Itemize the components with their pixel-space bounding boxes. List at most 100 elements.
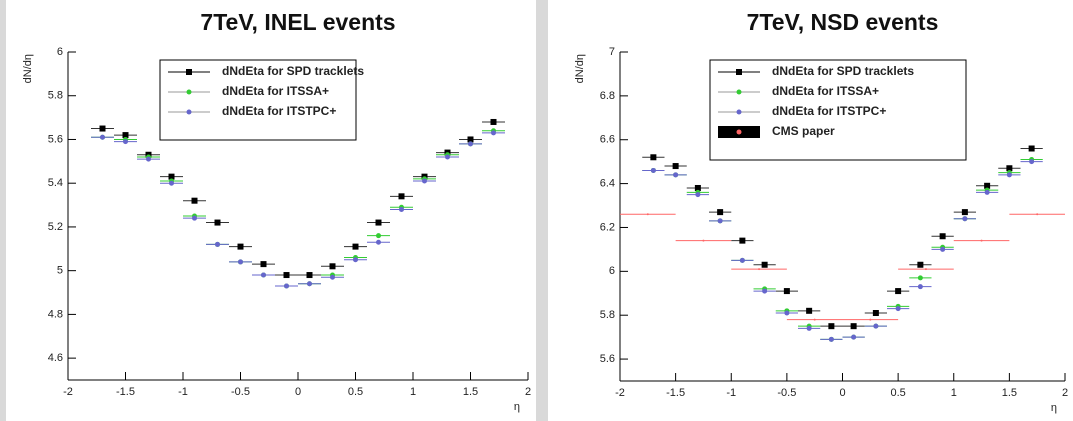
x-axis-label: η [514, 401, 520, 413]
point [283, 272, 290, 279]
point [330, 274, 335, 280]
point [375, 219, 382, 226]
point [961, 209, 968, 216]
x-axis-label: η [1051, 402, 1057, 414]
point [917, 284, 923, 290]
y-tick-label: 4.6 [48, 352, 63, 364]
point [123, 139, 128, 145]
point [850, 323, 857, 330]
legend-box [159, 59, 357, 141]
point [352, 243, 359, 250]
point [761, 261, 768, 268]
point [806, 307, 813, 314]
point [169, 180, 174, 186]
point [673, 172, 679, 178]
point [650, 154, 657, 161]
y-tick-label: 5 [57, 265, 63, 277]
point [1028, 145, 1035, 152]
y-tick-label: 5.6 [48, 133, 63, 145]
point [646, 213, 649, 216]
point [215, 241, 220, 247]
point [490, 118, 497, 125]
legend-marker [736, 89, 742, 95]
x-tick-label: 2 [1062, 387, 1068, 399]
x-tick-label: -0.5 [777, 387, 796, 399]
point [1029, 159, 1035, 165]
x-tick-label: -1.5 [666, 387, 685, 399]
legend-label: dNdEta for ITSTPC+ [772, 104, 886, 118]
point [122, 132, 129, 139]
legend-label: dNdEta for SPD tracklets [772, 64, 914, 78]
point [307, 281, 312, 287]
point [353, 257, 358, 263]
y-tick-label: 6 [609, 265, 615, 277]
chart-title: 7TeV, NSD events [747, 9, 939, 35]
point [762, 288, 768, 294]
point [917, 261, 924, 268]
x-tick-label: -1 [178, 386, 188, 398]
y-tick-label: 5.8 [600, 309, 615, 321]
point [306, 272, 313, 279]
legend-label: dNdEta for ITSTPC+ [222, 104, 336, 118]
y-axis-label: dN/dη [574, 54, 586, 83]
x-tick-label: 1.5 [1002, 387, 1017, 399]
point [238, 259, 243, 265]
point [468, 141, 473, 147]
x-tick-label: 2 [525, 386, 531, 398]
y-tick-label: 5.4 [48, 177, 63, 189]
point [1036, 213, 1039, 216]
y-tick-label: 7 [609, 46, 615, 58]
point [214, 219, 221, 226]
point [146, 156, 151, 162]
y-tick-label: 6.8 [600, 90, 615, 102]
point [422, 178, 427, 184]
x-tick-label: 0.5 [890, 387, 905, 399]
point [399, 206, 404, 212]
point [962, 216, 968, 222]
point [192, 215, 197, 221]
point [491, 130, 496, 136]
legend-label: dNdEta for ITSSA+ [222, 84, 329, 98]
x-tick-label: -1 [726, 387, 736, 399]
legend-marker [736, 129, 742, 135]
legend-label: CMS paper [772, 124, 835, 138]
point [872, 310, 879, 317]
point [895, 306, 901, 312]
point [717, 209, 724, 216]
x-tick-label: 1 [951, 387, 957, 399]
point [191, 197, 198, 204]
x-tick-label: 1 [410, 386, 416, 398]
point [869, 318, 872, 321]
point [813, 318, 816, 321]
point [445, 154, 450, 160]
point [984, 189, 990, 195]
point [984, 182, 991, 189]
point [284, 283, 289, 289]
point [376, 239, 381, 245]
point [702, 239, 705, 242]
point [261, 272, 266, 278]
point [873, 323, 879, 329]
point [717, 218, 723, 224]
legend-box [709, 59, 967, 161]
point [237, 243, 244, 250]
point [467, 136, 474, 143]
point [1006, 172, 1012, 178]
y-tick-label: 6 [57, 46, 63, 58]
point [784, 310, 790, 316]
y-tick-label: 4.8 [48, 308, 63, 320]
y-axis-label: dN/dη [22, 54, 34, 83]
x-tick-label: 0.5 [348, 386, 363, 398]
x-tick-label: -1.5 [116, 386, 135, 398]
point [924, 268, 927, 271]
y-tick-label: 6.6 [600, 134, 615, 146]
legend-marker [186, 89, 192, 95]
point [100, 134, 105, 140]
point [672, 163, 679, 170]
point [739, 237, 746, 244]
point [940, 246, 946, 252]
point [398, 193, 405, 200]
legend-marker [736, 69, 742, 75]
chart-title: 7TeV, INEL events [200, 9, 395, 35]
